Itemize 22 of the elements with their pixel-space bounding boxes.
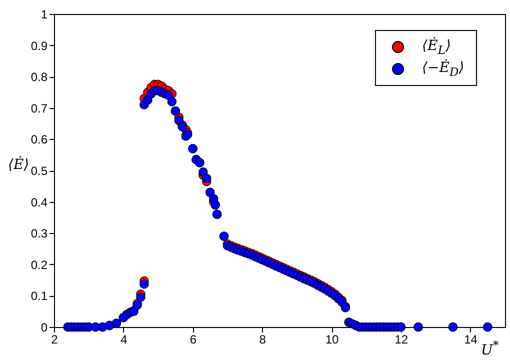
x-tick-label: 8 xyxy=(259,332,266,346)
y-tick-label: 0.7 xyxy=(30,101,48,116)
y-tick-label: 0.1 xyxy=(30,289,48,304)
x-tick-label: 14 xyxy=(464,332,478,346)
y-tick-label: 0.4 xyxy=(30,195,48,210)
x-tick-label: 2 xyxy=(51,332,58,346)
x-tick-label: 4 xyxy=(120,332,128,346)
y-tick-label: 0.6 xyxy=(30,132,48,147)
y-tick-label: 0 xyxy=(40,320,48,334)
x-axis-title: U$^{*}$ xyxy=(481,338,499,359)
y-tick-label: 0.8 xyxy=(30,70,48,84)
y-axis-title: ⟨Ė⟩ xyxy=(8,156,30,172)
legend-label: ⟨−Ė$_{D}$⟩ xyxy=(422,60,464,78)
x-tick-label: 12 xyxy=(394,332,408,346)
y-tick-label: 0.5 xyxy=(30,164,48,178)
x-tick-label: 10 xyxy=(325,332,340,346)
legend-label: ⟨Ė$_{L}$⟩ xyxy=(422,38,451,56)
y-tick-label: 0.2 xyxy=(30,258,48,272)
x-tick-label: 6 xyxy=(190,332,197,346)
y-tick-label: 0.9 xyxy=(30,38,48,53)
y-tick-label: 0.3 xyxy=(30,226,48,241)
y-tick-label: 1 xyxy=(40,8,48,22)
